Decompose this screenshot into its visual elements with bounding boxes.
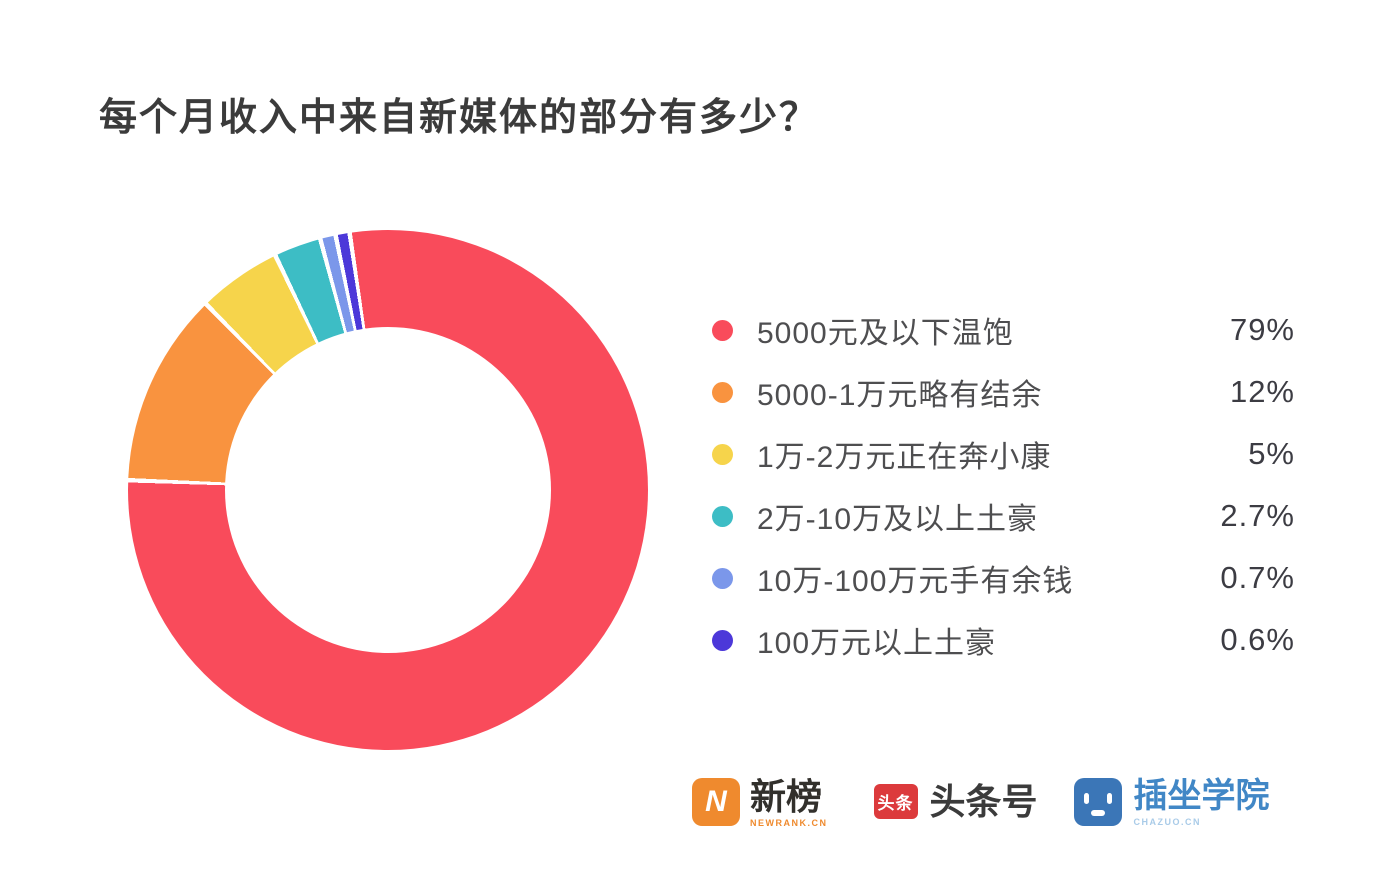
chazuo-eye-left	[1083, 793, 1089, 804]
footer-logos: N 新榜 NEWRANK.CN 头条 头条号 插坐学院 CHAZUO.CN	[692, 778, 1270, 828]
chazuo-face-icon	[1073, 778, 1122, 826]
legend-label: 5000-1万元略有结余	[757, 379, 1043, 412]
newrank-logo: N 新榜 NEWRANK.CN	[692, 778, 828, 828]
chazuo-logo-name: 插坐学院	[1133, 777, 1270, 815]
legend-value: 0.6%	[1220, 622, 1295, 657]
chazuo-logo-subtext: CHAZUO.CN	[1133, 817, 1202, 827]
donut-chart	[128, 230, 648, 750]
legend-label: 100万元以上土豪	[757, 627, 997, 660]
toutiao-logo-icon: 头条	[873, 784, 918, 819]
legend: 5000元及以下温饱 79% 5000-1万元略有结余 12% 1万-2万元正在奔小康 5…	[712, 299, 1295, 671]
legend-item: 1万-2万元正在奔小康 5%	[712, 423, 1295, 485]
legend-value: 2.7%	[1220, 498, 1295, 533]
legend-item: 100万元以上土豪 0.6%	[712, 609, 1295, 671]
legend-value: 0.7%	[1220, 560, 1295, 595]
chart-title: 每个月收入中来自新媒体的部分有多少？	[99, 97, 820, 139]
legend-item: 5000元及以下温饱 79%	[712, 299, 1295, 361]
legend-value: 12%	[1229, 374, 1295, 409]
legend-color-dot	[712, 567, 733, 589]
legend-color-dot	[712, 381, 733, 403]
chazuo-eye-right	[1106, 793, 1112, 804]
legend-color-dot	[712, 319, 733, 341]
legend-label: 1万-2万元正在奔小康	[757, 441, 1052, 474]
legend-item: 10万-100万元手有余钱 0.7%	[712, 547, 1295, 609]
newrank-logo-icon: N	[692, 778, 740, 826]
legend-color-dot	[712, 505, 733, 527]
toutiao-logo-name: 头条号	[929, 781, 1038, 822]
legend-value: 5%	[1248, 436, 1295, 471]
legend-color-dot	[712, 629, 733, 651]
legend-item: 2万-10万及以上土豪 2.7%	[712, 485, 1295, 547]
legend-item: 5000-1万元略有结余 12%	[712, 361, 1295, 423]
legend-label: 2万-10万及以上土豪	[757, 503, 1039, 536]
toutiao-logo: 头条 头条号	[873, 778, 1038, 826]
donut-hole	[225, 327, 551, 653]
newrank-logo-name: 新榜	[750, 776, 823, 817]
chazuo-mouth	[1090, 810, 1105, 816]
chazuo-logo: 插坐学院 CHAZUO.CN	[1073, 777, 1270, 827]
legend-color-dot	[712, 443, 733, 465]
legend-value: 79%	[1229, 312, 1295, 347]
legend-label: 5000元及以下温饱	[757, 317, 1014, 350]
newrank-logo-subtext: NEWRANK.CN	[750, 818, 828, 828]
legend-label: 10万-100万元手有余钱	[757, 565, 1074, 598]
